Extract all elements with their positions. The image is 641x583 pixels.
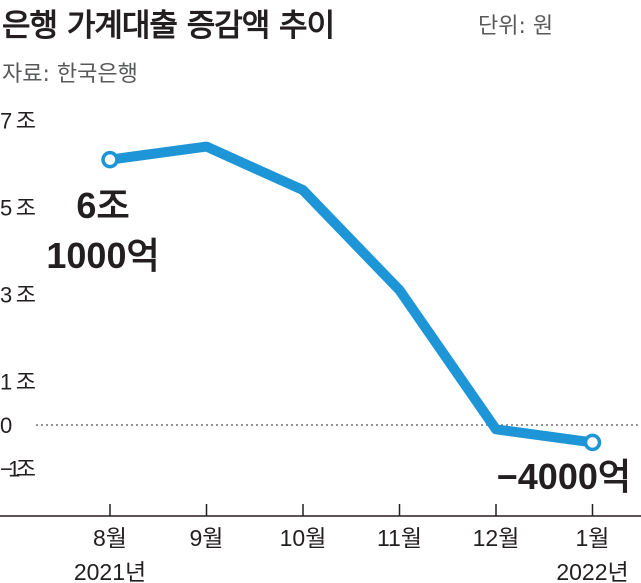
x-tick-label: 8월 — [93, 525, 127, 551]
x-tick-label: 10월 — [280, 525, 327, 551]
chart-title: 은행 가계대출 증감액 추이 — [2, 8, 335, 44]
unit-label: 단위: 원 — [478, 14, 554, 39]
year-label: 2021년 — [74, 559, 146, 583]
series-line — [105, 141, 598, 448]
y-tick-label: −1조 — [0, 457, 36, 482]
data-point-marker — [583, 433, 602, 452]
y-tick-label: 1조 — [0, 370, 36, 395]
x-tick-label: 9월 — [190, 525, 224, 551]
year-label: 2022년 — [556, 559, 628, 583]
x-tick-label: 11월 — [377, 525, 422, 551]
source-label: 자료: 한국은행 — [2, 62, 138, 87]
data-label: −4000억 — [497, 456, 631, 497]
data-label: 1000억 — [46, 235, 159, 276]
x-tick-label: 1월 — [576, 525, 610, 551]
y-tick-label: 7조 — [0, 109, 36, 134]
y-tick-label: 3조 — [0, 283, 36, 308]
y-tick-label: 5조 — [0, 196, 36, 221]
data-label: 6조 — [76, 185, 129, 226]
x-tick-label: 12월 — [473, 525, 520, 551]
data-point-marker — [101, 150, 119, 169]
y-tick-label: 0 — [0, 413, 12, 438]
